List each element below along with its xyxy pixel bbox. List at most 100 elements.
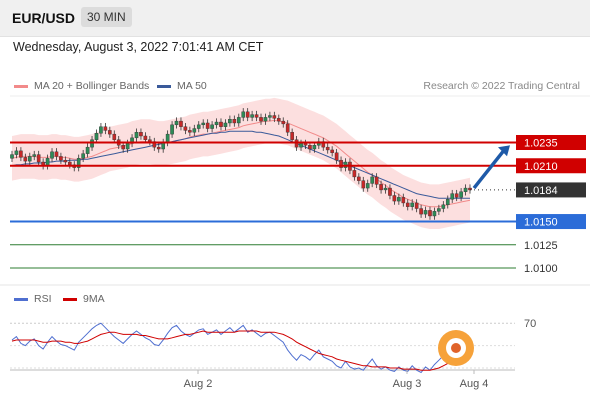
x-axis: Aug 2 Aug 3 Aug 4 (184, 370, 489, 390)
candle-body (339, 159, 343, 168)
candle-body (68, 161, 72, 166)
candle-body (290, 132, 294, 140)
candle-body (388, 187, 392, 196)
instrument-label: EUR/USD (12, 10, 76, 26)
candle-body (50, 151, 54, 159)
candle-body (419, 208, 423, 215)
ma20-line (11, 119, 471, 208)
level-label-2: 1.0150 (524, 217, 558, 229)
candle-body (179, 120, 183, 127)
candle-body (63, 159, 68, 163)
candle-body (303, 143, 308, 146)
legend-ma20-label: MA 20 + Bollinger Bands (34, 80, 150, 92)
candle-body (156, 146, 161, 150)
candle-body (174, 120, 179, 126)
candle-body (228, 119, 232, 124)
candle-body (232, 119, 237, 124)
candle-body (441, 204, 446, 209)
candle-body (463, 187, 468, 192)
candle-body (374, 176, 379, 185)
candle-body (432, 211, 437, 217)
timestamp-label: Wednesday, August 3, 2022 7:01:41 AM CET (13, 40, 264, 54)
candle-body (183, 126, 188, 131)
bollinger-band (11, 97, 471, 230)
legend-rsi-label: RSI (34, 293, 52, 305)
candle-body (170, 124, 174, 135)
legend-rsi-ma-label: 9MA (83, 293, 105, 305)
legend-ma50: MA 50 (157, 80, 207, 92)
candle-body (423, 210, 428, 215)
candle-body (188, 130, 192, 133)
candle-body (308, 145, 312, 150)
candle-body (165, 133, 170, 143)
candle-body (334, 152, 339, 161)
candle-body (414, 202, 419, 209)
candle-body (437, 208, 441, 212)
candle-body (410, 202, 414, 207)
candle-body (268, 115, 272, 118)
candle-body (125, 143, 130, 150)
candle-body (36, 154, 41, 163)
watermark-icon (438, 330, 474, 366)
ma50-line (11, 130, 470, 199)
x-tick-label: Aug 2 (184, 378, 213, 390)
candle-body (99, 126, 103, 134)
candle-body (19, 150, 23, 158)
candle-body (76, 158, 81, 168)
candle-body (143, 135, 148, 140)
candle-body (276, 118, 281, 122)
candle-body (112, 133, 117, 140)
x-tick-label: Aug 3 (393, 378, 422, 390)
candle-body (401, 197, 406, 204)
price-levels: 1.0235 1.0210 1.0150 1.0125 1.0100 1.0184 (10, 135, 586, 275)
candle-body (121, 145, 125, 150)
candle-body (250, 114, 254, 118)
candle-body (85, 146, 90, 154)
candle-body (357, 176, 361, 181)
candle-body (59, 156, 63, 161)
candle-body (254, 114, 259, 118)
current-price-label: 1.0184 (524, 185, 558, 197)
candle-body (445, 199, 450, 206)
candle-body (259, 117, 263, 122)
rsi-line (11, 322, 471, 374)
candle-body (263, 117, 268, 122)
ma20-swatch (14, 84, 28, 88)
x-tick-label: Aug 4 (460, 378, 489, 390)
candle-body (428, 210, 432, 217)
candle-body (196, 124, 201, 129)
candle-body (108, 130, 112, 135)
rsi-ma-line (11, 330, 471, 371)
candle-body (299, 143, 303, 148)
candle-body (352, 170, 357, 178)
candle-body (201, 122, 206, 126)
rsi-panel (11, 322, 471, 374)
candle-body (103, 126, 108, 131)
candle-body (205, 122, 210, 129)
candle-body (241, 111, 246, 118)
candle-body (392, 195, 397, 202)
candle-body (81, 153, 85, 159)
candle-body (312, 145, 317, 150)
candle-body (148, 139, 152, 142)
candle-body (325, 146, 330, 151)
candle-body (379, 184, 383, 191)
candle-body (285, 123, 290, 133)
candle-body (210, 124, 214, 129)
level-label-1: 1.0210 (524, 161, 558, 173)
current-price-tag (516, 182, 586, 198)
level-tag-1 (516, 158, 586, 174)
candle-body (10, 154, 14, 159)
bollinger-fill (12, 97, 470, 230)
timeframe-button[interactable]: 30 MIN (81, 7, 132, 27)
legend-rsi: RSI (14, 293, 52, 305)
candle-body (272, 115, 277, 119)
rsi-ma-swatch (63, 297, 77, 301)
candle-body (139, 132, 143, 137)
candle-body (245, 111, 250, 118)
legend-ma50-label: MA 50 (177, 80, 207, 92)
candle-body (27, 156, 32, 162)
candle-body (236, 117, 241, 124)
candle-body (330, 149, 334, 153)
